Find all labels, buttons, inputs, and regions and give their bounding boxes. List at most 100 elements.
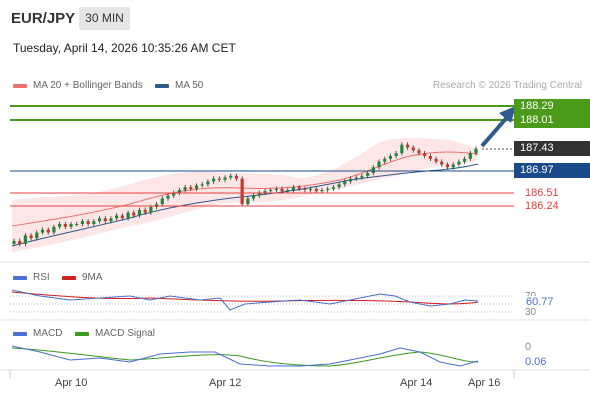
candle-body [46, 229, 50, 233]
rsi-ma-swatch-icon [62, 275, 76, 280]
candle-body [434, 158, 438, 162]
support-1-label: 186.51 [525, 187, 559, 199]
legend-ma50-label: MA 50 [175, 80, 204, 91]
candle-body [314, 188, 318, 192]
candle-body [223, 177, 227, 180]
candle-body [400, 144, 404, 154]
candle-body [263, 191, 267, 193]
candle-body [75, 224, 79, 225]
candle-body [200, 184, 204, 186]
legend-macd-signal: MACD Signal [75, 328, 155, 339]
candle-body [286, 190, 290, 192]
candle-body [383, 158, 387, 162]
candle-body [126, 212, 130, 219]
candle-body [35, 232, 39, 239]
x-tick-label: Apr 16 [468, 377, 501, 389]
candle-body [23, 235, 28, 244]
candle-body [166, 195, 170, 199]
candle-body [337, 184, 341, 188]
candle-body [143, 209, 147, 213]
candle-body [394, 153, 398, 156]
candle-body [206, 181, 210, 185]
candle-body [103, 218, 107, 222]
rsi-tick-30: 30 [525, 307, 537, 318]
candle-body [12, 241, 16, 244]
candle-body [189, 187, 193, 189]
legend-rsi: RSI [13, 272, 50, 283]
ma20-swatch-icon [13, 83, 27, 88]
candle-body [462, 158, 467, 162]
legend-macd-label: MACD [33, 328, 63, 339]
candle-body [183, 187, 187, 190]
candle-body [445, 164, 450, 168]
candle-body [69, 224, 73, 227]
support-2-label: 186.24 [525, 200, 559, 212]
legend-ma20-label: MA 20 + Bollinger Bands [33, 80, 143, 91]
rsi-ma-line [11, 291, 479, 305]
candle-body [308, 188, 313, 190]
pivot-label: 186.97 [514, 163, 590, 178]
candle-body [348, 178, 353, 182]
symbol-title: EUR/JPY [11, 10, 76, 27]
candle-body [377, 161, 381, 168]
candle-body [234, 175, 239, 179]
candle-body [97, 218, 102, 222]
rsi-line [11, 289, 479, 311]
candle-body [137, 209, 142, 216]
candle-body [331, 187, 336, 189]
macd-line [11, 345, 479, 367]
candle-body [149, 207, 153, 213]
legend-macd-signal-label: MACD Signal [95, 328, 156, 339]
timeframe-button[interactable]: 30 MIN [79, 7, 130, 30]
legend-ma50: MA 50 [155, 80, 203, 91]
candle-body [120, 215, 124, 219]
datetime-label: Tuesday, April 14, 2026 10:35:26 AM CET [13, 41, 236, 55]
candle-body [246, 198, 250, 205]
candle-body [251, 195, 256, 199]
candle-body [217, 178, 221, 180]
candle-body [360, 175, 364, 178]
candle-body [326, 188, 330, 190]
resistance-2-label: 188.29 [514, 99, 590, 114]
rsi-value-label: 60.77 [525, 296, 555, 308]
candle-body [371, 167, 375, 173]
candle-body [303, 188, 307, 190]
x-tick-label: Apr 14 [400, 377, 433, 389]
candle-body [212, 178, 216, 182]
candle-body [177, 190, 182, 193]
resistance-1-label: 188.01 [514, 113, 590, 128]
forecast-arrow-head-icon [499, 106, 516, 123]
candle-body [411, 147, 415, 151]
last-price-label: 187.43 [514, 141, 590, 156]
candle-body [52, 226, 56, 233]
candle-body [240, 178, 244, 205]
candle-body [18, 241, 22, 244]
candlestick-series [12, 142, 478, 247]
candle-body [405, 144, 410, 148]
credit-label: Research © 2026 Trading Central [432, 80, 582, 91]
candle-body [388, 156, 393, 159]
candle-body [451, 164, 455, 168]
candle-body [343, 181, 347, 185]
candle-body [172, 192, 176, 196]
candle-body [269, 190, 273, 192]
candle-body [58, 224, 62, 227]
candle-body [80, 221, 85, 224]
x-tick-label: Apr 12 [209, 377, 242, 389]
macd-zero-tick: 0 [525, 341, 532, 353]
legend-macd: MACD [13, 328, 62, 339]
candle-body [92, 221, 96, 224]
macd-signal-swatch-icon [75, 331, 89, 336]
macd-swatch-icon [13, 331, 27, 336]
candle-body [274, 188, 278, 190]
candle-body [474, 148, 478, 154]
candle-body [417, 150, 421, 154]
legend-rsi-label: RSI [33, 272, 50, 283]
candle-body [194, 185, 199, 189]
candle-body [229, 175, 233, 178]
candle-body [428, 156, 432, 159]
candle-body [109, 218, 113, 222]
legend-rsi-ma: 9MA [62, 272, 103, 283]
candle-body [366, 173, 370, 176]
